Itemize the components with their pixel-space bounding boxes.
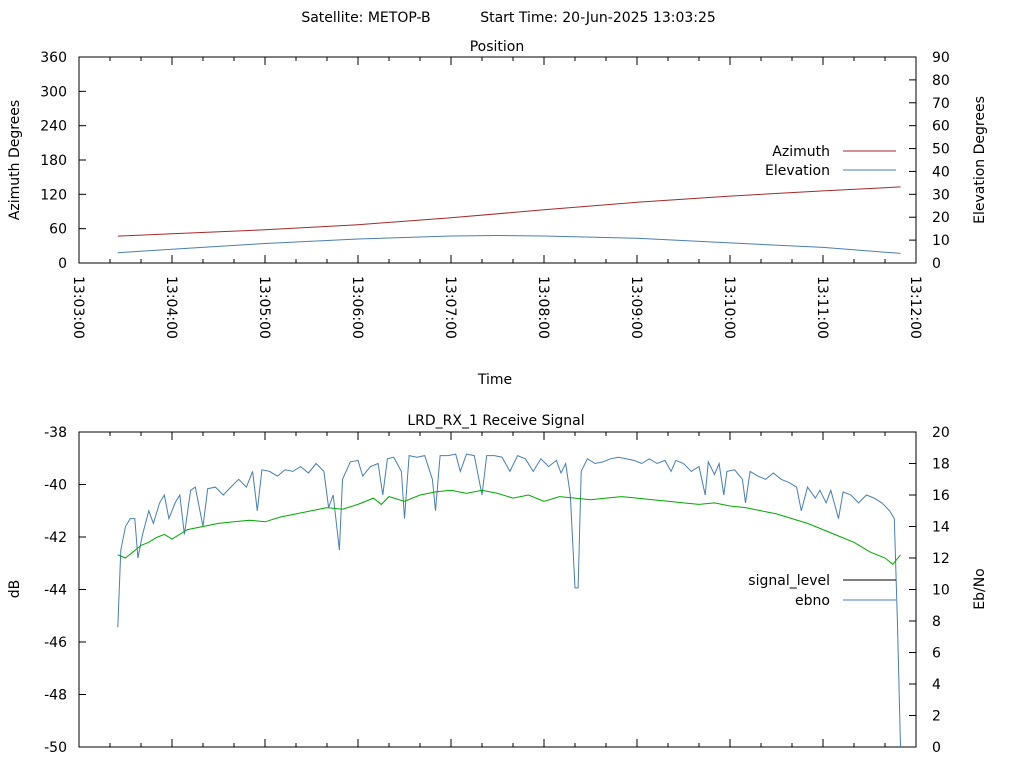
y2-tick-label: 2 xyxy=(932,709,941,725)
legend-label: Elevation xyxy=(765,163,830,179)
y-tick-label: 240 xyxy=(40,119,67,135)
signal-chart-y2label: Eb/No xyxy=(972,568,988,610)
y2-tick-label: 10 xyxy=(932,233,950,249)
y-tick-label: 360 xyxy=(40,50,67,66)
position-chart-title: Position xyxy=(470,39,525,55)
x-tick-label: 13:03:00 xyxy=(70,276,86,339)
x-tick-label: 13:04:00 xyxy=(163,276,179,339)
y2-tick-label: 18 xyxy=(932,457,950,473)
y2-tick-label: 0 xyxy=(932,740,941,756)
series-line-ebno-secondary xyxy=(117,489,901,566)
y2-tick-label: 8 xyxy=(932,614,941,630)
position-chart: Position Time Azimuth Degrees Elevation … xyxy=(7,39,988,388)
y-tick-label: 120 xyxy=(40,187,67,203)
y2-tick-label: 60 xyxy=(932,119,950,135)
y-tick-label: 0 xyxy=(58,256,67,272)
header-start-time: Start Time: 20-Jun-2025 13:03:25 xyxy=(480,10,716,26)
y2-tick-label: 70 xyxy=(932,96,950,112)
series-line-Azimuth xyxy=(117,186,901,237)
y2-tick-label: 14 xyxy=(932,520,950,536)
y2-tick-label: 20 xyxy=(932,425,950,441)
y2-tick-label: 6 xyxy=(932,646,941,662)
signal-plot-frame xyxy=(78,431,917,748)
legend-label: signal_level xyxy=(748,573,830,589)
x-tick-label: 13:09:00 xyxy=(628,276,644,339)
y-tick-label: -44 xyxy=(44,583,67,599)
y-tick-label: 180 xyxy=(40,153,67,169)
series-line-ebno xyxy=(117,453,901,748)
series-line-Elevation xyxy=(117,234,901,254)
y-tick-label: -38 xyxy=(44,425,67,441)
y2-tick-label: 90 xyxy=(932,50,950,66)
y-tick-label: -48 xyxy=(44,688,67,704)
y2-tick-label: 40 xyxy=(932,164,950,180)
header-satellite: Satellite: METOP-B xyxy=(301,10,430,26)
y2-tick-label: 0 xyxy=(932,256,941,272)
y2-tick-label: 10 xyxy=(932,583,950,599)
position-chart-ylabel: Azimuth Degrees xyxy=(7,100,23,220)
y-tick-label: 60 xyxy=(49,222,67,238)
y-tick-label: -42 xyxy=(44,530,67,546)
y2-tick-label: 30 xyxy=(932,187,950,203)
legend-label: Azimuth xyxy=(772,144,830,160)
signal-chart: LRD_RX_1 Receive Signal dB Eb/No -50 -48 -… xyxy=(7,413,988,756)
y-tick-label: 300 xyxy=(40,84,67,100)
y2-tick-label: 12 xyxy=(932,551,950,567)
x-tick-label: 13:12:00 xyxy=(907,276,923,339)
y-tick-label: -40 xyxy=(44,478,67,494)
y2-tick-label: 20 xyxy=(932,210,950,226)
x-tick-label: 13:08:00 xyxy=(535,276,551,339)
y-tick-label: -50 xyxy=(44,740,67,756)
y2-tick-label: 4 xyxy=(932,677,941,693)
signal-chart-title: LRD_RX_1 Receive Signal xyxy=(407,413,584,429)
signal-chart-ylabel: dB xyxy=(7,580,23,599)
x-tick-label: 13:10:00 xyxy=(721,276,737,339)
position-chart-xlabel: Time xyxy=(477,372,512,388)
x-tick-label: 13:11:00 xyxy=(814,276,830,339)
x-tick-label: 13:07:00 xyxy=(442,276,458,339)
x-tick-label: 13:06:00 xyxy=(349,276,365,339)
y2-tick-label: 80 xyxy=(932,73,950,89)
legend-label: ebno xyxy=(795,593,830,609)
y2-tick-label: 50 xyxy=(932,142,950,158)
position-chart-y2label: Elevation Degrees xyxy=(972,96,988,224)
y-tick-label: -46 xyxy=(44,635,67,651)
x-tick-label: 13:05:00 xyxy=(256,276,272,339)
y2-tick-label: 16 xyxy=(932,488,950,504)
